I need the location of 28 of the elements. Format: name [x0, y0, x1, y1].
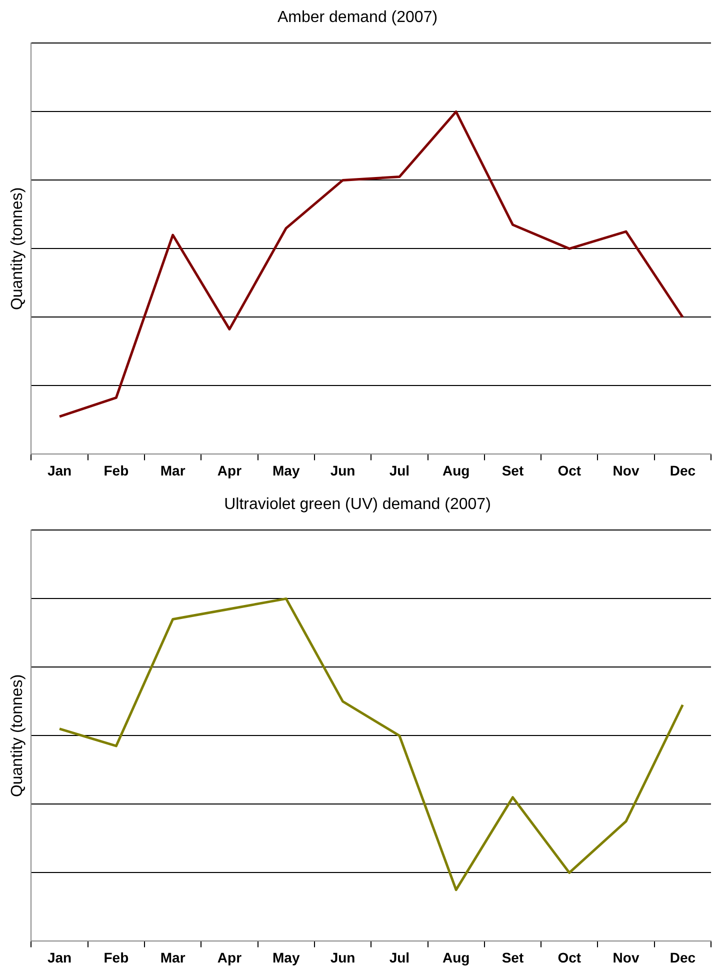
x-tick-label: Oct: [558, 462, 582, 478]
x-tick-label: May: [272, 462, 300, 478]
x-tick-label: Jul: [389, 949, 410, 966]
x-tick-label: Jan: [47, 462, 72, 478]
y-axis-title: Quantity (tonnes): [9, 187, 26, 310]
x-tick-label: Oct: [558, 949, 582, 966]
x-tick-label: May: [272, 949, 300, 966]
x-tick-label: Mar: [160, 462, 186, 478]
chart-title: Ultraviolet green (UV) demand (2007): [224, 496, 491, 514]
x-tick-label: Dec: [670, 949, 696, 966]
x-tick-label: Apr: [217, 949, 242, 966]
y-axis-title: Quantity (tonnes): [9, 674, 26, 798]
x-tick-label: Jun: [330, 949, 356, 966]
x-tick-label: Jan: [47, 949, 72, 966]
x-tick-label: Aug: [442, 949, 470, 966]
x-tick-label: Dec: [670, 462, 696, 478]
chart-title: Amber demand (2007): [277, 9, 438, 26]
x-tick-label: Nov: [612, 949, 640, 966]
x-tick-label: Set: [502, 462, 524, 478]
x-tick-label: Aug: [442, 462, 470, 478]
x-tick-label: Set: [502, 949, 524, 966]
x-tick-label: Jun: [330, 462, 356, 478]
x-tick-label: Feb: [104, 949, 129, 966]
x-tick-label: Nov: [612, 462, 640, 478]
x-tick-label: Apr: [217, 462, 242, 478]
x-tick-label: Feb: [104, 462, 129, 478]
x-tick-label: Mar: [160, 949, 186, 966]
x-tick-label: Jul: [389, 462, 410, 478]
